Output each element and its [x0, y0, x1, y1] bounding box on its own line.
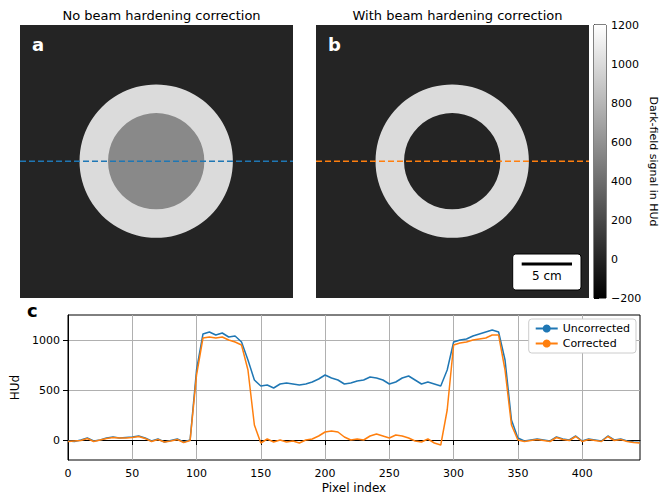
svg-text:300: 300 — [443, 467, 464, 480]
svg-text:250: 250 — [379, 467, 400, 480]
svg-text:500: 500 — [39, 384, 60, 397]
svg-text:600: 600 — [611, 136, 632, 149]
svg-text:With beam hardening correction: With beam hardening correction — [352, 8, 562, 23]
svg-text:100: 100 — [186, 467, 207, 480]
svg-text:350: 350 — [507, 467, 528, 480]
svg-text:5 cm: 5 cm — [532, 269, 562, 283]
svg-text:0: 0 — [611, 253, 618, 266]
svg-text:Corrected: Corrected — [563, 337, 617, 350]
svg-text:150: 150 — [250, 467, 271, 480]
svg-text:400: 400 — [572, 467, 593, 480]
svg-text:200: 200 — [315, 467, 336, 480]
svg-text:50: 50 — [125, 467, 139, 480]
svg-text:Uncorrected: Uncorrected — [563, 322, 630, 335]
svg-text:HUd: HUd — [8, 375, 22, 400]
svg-text:a: a — [32, 34, 44, 55]
svg-text:Pixel index: Pixel index — [322, 481, 386, 495]
svg-text:1000: 1000 — [611, 58, 639, 71]
svg-text:c: c — [27, 300, 38, 321]
svg-text:Dark-field signal in HUd: Dark-field signal in HUd — [647, 96, 660, 226]
svg-text:0: 0 — [53, 434, 60, 447]
svg-text:200: 200 — [611, 214, 632, 227]
svg-text:b: b — [328, 34, 341, 55]
svg-text:800: 800 — [611, 97, 632, 110]
svg-text:0: 0 — [65, 467, 72, 480]
svg-text:−200: −200 — [611, 292, 641, 305]
svg-text:400: 400 — [611, 175, 632, 188]
svg-text:No beam hardening correction: No beam hardening correction — [62, 8, 260, 23]
svg-text:1200: 1200 — [611, 19, 639, 32]
svg-text:1000: 1000 — [32, 334, 60, 347]
